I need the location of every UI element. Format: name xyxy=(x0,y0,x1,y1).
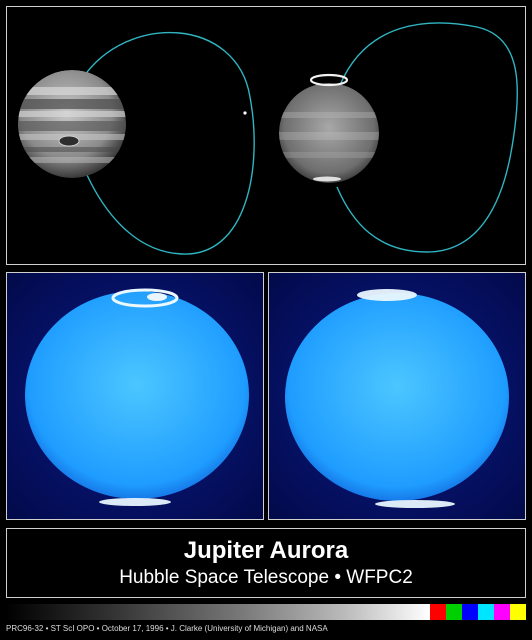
calibration-bar xyxy=(6,604,526,620)
swatch-cyan xyxy=(478,604,494,620)
north-aurora-oval xyxy=(357,289,417,301)
uv-planet-graphic-left xyxy=(7,273,263,519)
orbit-path-left xyxy=(81,31,255,255)
grayscale-gradient xyxy=(6,604,430,620)
swatch-red xyxy=(430,604,446,620)
swatch-magenta xyxy=(494,604,510,620)
orbit-path-right xyxy=(336,22,519,253)
jupiter-uv-blue-planet xyxy=(285,293,509,501)
top-image-panel xyxy=(6,6,526,265)
north-aurora-glow xyxy=(147,293,167,301)
south-aurora-oval xyxy=(99,498,171,506)
top-panel-graphic xyxy=(18,22,519,255)
uv-image-panel-left xyxy=(6,272,264,520)
south-aurora-oval xyxy=(375,500,455,508)
credit-line: PRC96-32 • ST ScI OPO • October 17, 1996… xyxy=(6,624,328,633)
great-red-spot xyxy=(58,135,80,147)
swatch-blue xyxy=(462,604,478,620)
jupiter-uv-grey-planet xyxy=(279,83,379,183)
uv-image-panel-right xyxy=(268,272,526,520)
swatch-yellow xyxy=(510,604,526,620)
image-subtitle: Hubble Space Telescope • WFPC2 xyxy=(119,567,413,588)
north-aurora-grey xyxy=(309,73,349,87)
jupiter-visible-planet xyxy=(18,70,126,178)
io-moon-dot xyxy=(243,111,247,115)
title-panel: Jupiter Aurora Hubble Space Telescope • … xyxy=(6,528,526,598)
swatch-green xyxy=(446,604,462,620)
uv-planet-graphic-right xyxy=(269,273,525,519)
image-title: Jupiter Aurora xyxy=(183,537,349,564)
south-aurora-grey xyxy=(313,176,341,182)
north-aurora-oval xyxy=(111,288,179,308)
jupiter-uv-blue-planet xyxy=(25,291,249,499)
